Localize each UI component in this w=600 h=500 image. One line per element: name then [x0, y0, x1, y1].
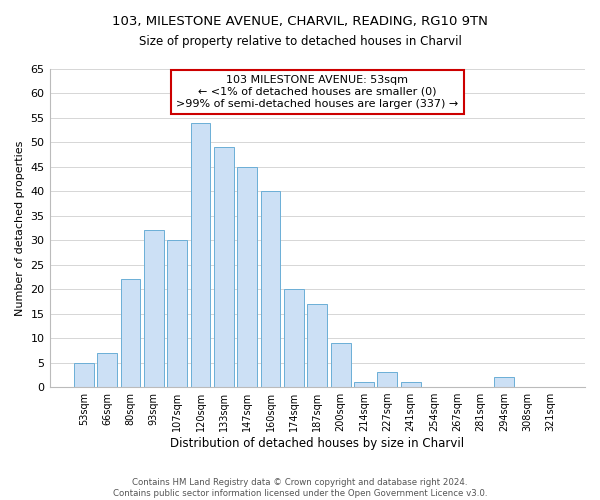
Bar	[121, 280, 140, 387]
Bar	[260, 192, 280, 387]
Bar	[494, 378, 514, 387]
Bar	[74, 362, 94, 387]
X-axis label: Distribution of detached houses by size in Charvil: Distribution of detached houses by size …	[170, 437, 464, 450]
Bar	[377, 372, 397, 387]
Y-axis label: Number of detached properties: Number of detached properties	[15, 140, 25, 316]
Bar	[354, 382, 374, 387]
Bar	[97, 353, 117, 387]
Text: 103, MILESTONE AVENUE, CHARVIL, READING, RG10 9TN: 103, MILESTONE AVENUE, CHARVIL, READING,…	[112, 15, 488, 28]
Bar	[214, 148, 234, 387]
Bar	[284, 289, 304, 387]
Bar	[167, 240, 187, 387]
Bar	[238, 167, 257, 387]
Text: 103 MILESTONE AVENUE: 53sqm
← <1% of detached houses are smaller (0)
>99% of sem: 103 MILESTONE AVENUE: 53sqm ← <1% of det…	[176, 76, 458, 108]
Bar	[191, 123, 211, 387]
Bar	[401, 382, 421, 387]
Bar	[331, 343, 350, 387]
Text: Contains HM Land Registry data © Crown copyright and database right 2024.
Contai: Contains HM Land Registry data © Crown c…	[113, 478, 487, 498]
Bar	[144, 230, 164, 387]
Bar	[307, 304, 327, 387]
Text: Size of property relative to detached houses in Charvil: Size of property relative to detached ho…	[139, 35, 461, 48]
